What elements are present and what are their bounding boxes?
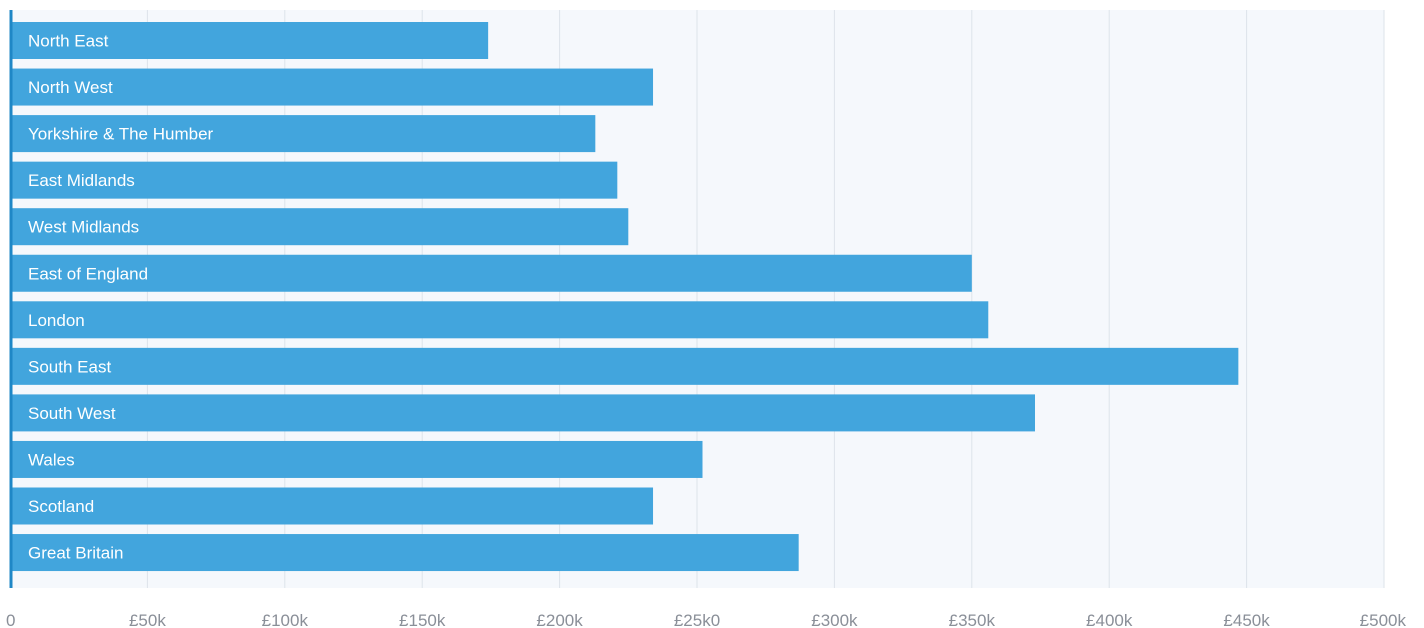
bar bbox=[10, 394, 1036, 432]
bar-label: East Midlands bbox=[28, 171, 135, 190]
x-tick-label: £400k bbox=[1086, 611, 1133, 628]
bar-label: London bbox=[28, 311, 85, 330]
bar bbox=[10, 440, 703, 478]
bar-group: Wales bbox=[10, 440, 703, 478]
bar-group: Yorkshire & The Humber bbox=[10, 115, 596, 153]
bar-label: Wales bbox=[28, 450, 75, 469]
x-tick-label: £100k bbox=[262, 611, 309, 628]
bar-group: North West bbox=[10, 68, 654, 106]
bar-label: North East bbox=[28, 32, 109, 51]
bar-label: South West bbox=[28, 404, 116, 423]
x-tick-label: £150k bbox=[399, 611, 446, 628]
bar bbox=[10, 22, 489, 59]
bar-label: West Midlands bbox=[28, 218, 139, 237]
bar bbox=[10, 487, 654, 525]
bar-group: East Midlands bbox=[10, 161, 618, 199]
bar bbox=[10, 254, 972, 292]
bar-label: Yorkshire & The Humber bbox=[28, 125, 214, 144]
bar bbox=[10, 115, 596, 153]
bar-label: East of England bbox=[28, 264, 148, 283]
bar-label: North West bbox=[28, 78, 113, 97]
grid-lines bbox=[146, 10, 1385, 588]
bar bbox=[10, 68, 654, 106]
x-tick-label: £500k bbox=[1360, 611, 1407, 628]
bar-group: West Midlands bbox=[10, 208, 629, 246]
x-tick-label: 0 bbox=[6, 611, 15, 628]
bar bbox=[10, 208, 629, 246]
x-tick-label: £50k bbox=[129, 611, 166, 628]
x-tick-label: £300k bbox=[811, 611, 858, 628]
bar bbox=[10, 161, 618, 199]
x-tick-label: £200k bbox=[536, 611, 583, 628]
x-axis-ticks: 0 £50k £100k £150k £200k £25k0 £300k £350k £400k… bbox=[6, 611, 1406, 628]
bar-label: Scotland bbox=[28, 497, 94, 516]
bar-group: East of England bbox=[10, 254, 972, 292]
x-tick-label: £350k bbox=[949, 611, 996, 628]
bar bbox=[10, 534, 799, 572]
bar-group: South East bbox=[10, 347, 1239, 385]
bar-label: Great Britain bbox=[28, 544, 123, 563]
bar-group: Scotland bbox=[10, 487, 654, 525]
x-tick-label: £450k bbox=[1223, 611, 1270, 628]
bar-group: North East bbox=[10, 22, 489, 59]
bar bbox=[10, 301, 989, 339]
bar-label: South East bbox=[28, 357, 111, 376]
bar-group: South West bbox=[10, 394, 1036, 432]
bar bbox=[10, 347, 1239, 385]
bars: North East North West Yorkshire & The Humb… bbox=[10, 22, 1239, 572]
x-tick-label: £25k0 bbox=[674, 611, 720, 628]
bar-group: Great Britain bbox=[10, 534, 799, 572]
bar-group: London bbox=[10, 301, 989, 339]
